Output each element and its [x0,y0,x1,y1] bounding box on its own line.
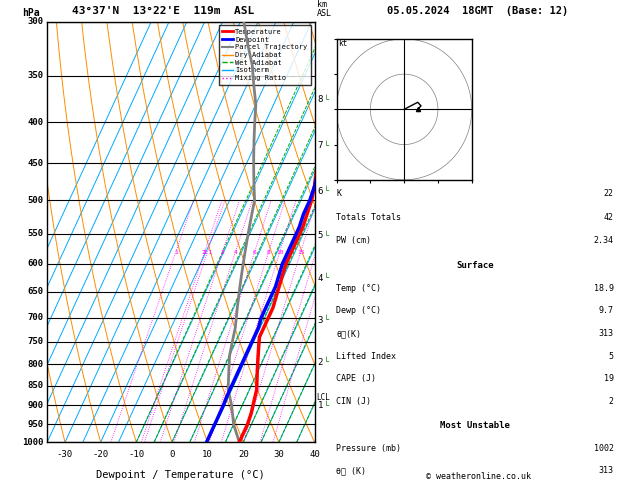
Text: └: └ [324,401,329,410]
Text: -10: -10 [128,450,144,459]
Text: └: └ [324,274,329,283]
Text: 42: 42 [604,213,614,222]
Text: └: └ [324,358,329,366]
Text: Temp (°C): Temp (°C) [336,284,381,293]
Text: LCL: LCL [316,393,330,402]
Text: © weatheronline.co.uk: © weatheronline.co.uk [426,472,530,481]
Text: 313: 313 [599,467,614,475]
Text: 4: 4 [318,274,323,283]
Text: └: └ [324,231,329,240]
Text: 4: 4 [233,249,237,255]
Text: 6: 6 [253,249,257,255]
Text: 05.05.2024  18GMT  (Base: 12): 05.05.2024 18GMT (Base: 12) [387,5,569,16]
Text: 1002: 1002 [594,444,614,453]
Legend: Temperature, Dewpoint, Parcel Trajectory, Dry Adiabat, Wet Adiabat, Isotherm, Mi: Temperature, Dewpoint, Parcel Trajectory… [219,25,311,85]
Text: Lifted Index: Lifted Index [336,351,396,361]
Text: 650: 650 [28,287,44,296]
Text: Dewpoint / Temperature (°C): Dewpoint / Temperature (°C) [96,469,265,480]
Text: 43°37'N  13°22'E  119m  ASL: 43°37'N 13°22'E 119m ASL [72,5,255,16]
Text: 750: 750 [28,337,44,347]
Text: Surface: Surface [456,261,494,270]
Text: θᴄ (K): θᴄ (K) [336,467,366,475]
Text: 8: 8 [267,249,270,255]
Text: 15: 15 [297,249,304,255]
Text: └: └ [324,95,329,104]
Text: Totals Totals: Totals Totals [336,213,401,222]
Text: 850: 850 [28,381,44,390]
Text: 30: 30 [274,450,284,459]
Text: 6: 6 [318,187,323,195]
Text: └: └ [324,316,329,325]
Text: Most Unstable: Most Unstable [440,421,510,430]
Text: km
ASL: km ASL [317,0,332,17]
Text: 300: 300 [28,17,44,26]
Text: 313: 313 [599,329,614,338]
Text: 3: 3 [318,316,323,325]
Text: 550: 550 [28,229,44,238]
Text: 20: 20 [238,450,248,459]
Text: 350: 350 [28,71,44,80]
Text: 10: 10 [202,450,213,459]
Text: 800: 800 [28,360,44,369]
Text: └: └ [324,187,329,195]
Text: 500: 500 [28,196,44,205]
Text: 2: 2 [203,249,206,255]
Text: Pressure (mb): Pressure (mb) [336,444,401,453]
Text: 5: 5 [318,231,323,240]
Text: -20: -20 [92,450,109,459]
Text: 19: 19 [604,374,614,383]
Text: └: └ [324,141,329,151]
Text: 700: 700 [28,313,44,322]
Text: 950: 950 [28,420,44,429]
Text: 2: 2 [609,397,614,406]
Text: 8: 8 [318,95,323,104]
Text: PW (cm): PW (cm) [336,236,371,245]
Text: 7: 7 [318,141,323,151]
Text: 450: 450 [28,159,44,168]
Text: 2: 2 [318,358,323,366]
Text: K: K [336,190,341,198]
Text: 2.1: 2.1 [202,249,213,255]
Text: 18.9: 18.9 [594,284,614,293]
Text: 9.7: 9.7 [599,306,614,315]
Text: 1000: 1000 [23,438,44,447]
Text: 3: 3 [220,249,224,255]
Text: 1: 1 [318,401,323,410]
Text: kt: kt [338,39,347,48]
Text: 400: 400 [28,118,44,127]
Text: 5: 5 [609,351,614,361]
Text: 1: 1 [174,249,177,255]
Text: 10: 10 [276,249,284,255]
Text: 2.34: 2.34 [594,236,614,245]
Text: CAPE (J): CAPE (J) [336,374,376,383]
Text: 22: 22 [604,190,614,198]
Text: 900: 900 [28,401,44,410]
Text: θᴄ(K): θᴄ(K) [336,329,361,338]
Text: 40: 40 [309,450,320,459]
Text: 600: 600 [28,260,44,268]
Text: CIN (J): CIN (J) [336,397,371,406]
Text: -30: -30 [57,450,73,459]
Text: 0: 0 [169,450,175,459]
Text: hPa: hPa [22,8,40,17]
Text: Dewp (°C): Dewp (°C) [336,306,381,315]
